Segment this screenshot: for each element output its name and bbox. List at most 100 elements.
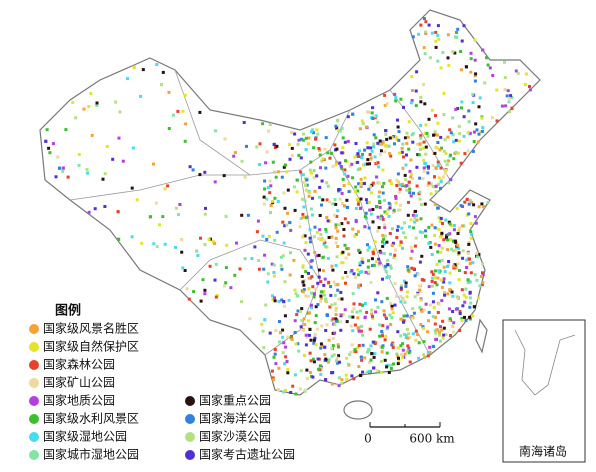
site-dot bbox=[273, 238, 277, 242]
site-dot bbox=[242, 121, 246, 124]
site-dot bbox=[292, 258, 296, 262]
site-dot bbox=[331, 337, 335, 340]
site-dot bbox=[424, 234, 428, 238]
site-dot bbox=[279, 331, 282, 335]
site-dot bbox=[414, 209, 418, 213]
site-dot bbox=[267, 129, 271, 133]
site-dot bbox=[442, 91, 446, 95]
site-dot bbox=[424, 302, 428, 306]
site-dot bbox=[508, 110, 512, 114]
site-dot bbox=[354, 220, 358, 224]
site-dot bbox=[396, 346, 400, 350]
site-dot bbox=[437, 176, 441, 180]
site-dot bbox=[424, 145, 428, 149]
site-dot bbox=[121, 159, 125, 163]
site-dot bbox=[427, 165, 430, 169]
site-dot bbox=[322, 239, 326, 243]
site-dot bbox=[330, 354, 334, 358]
legend-swatch bbox=[29, 378, 39, 388]
site-dot bbox=[314, 305, 318, 309]
site-dot bbox=[495, 119, 499, 123]
site-dot bbox=[329, 151, 333, 155]
site-dot bbox=[385, 102, 389, 106]
site-dot bbox=[369, 344, 373, 348]
site-dot bbox=[437, 269, 441, 273]
site-dot bbox=[366, 110, 369, 114]
site-dot bbox=[132, 65, 136, 69]
site-dot bbox=[439, 219, 443, 222]
site-dot bbox=[334, 306, 338, 310]
site-dot bbox=[340, 202, 344, 205]
site-dot bbox=[311, 196, 314, 200]
site-dot bbox=[387, 201, 391, 205]
site-dot bbox=[309, 303, 313, 307]
site-dot bbox=[302, 283, 306, 287]
site-dot bbox=[304, 184, 308, 187]
site-dot bbox=[367, 245, 371, 249]
site-dot bbox=[399, 286, 403, 290]
site-dot bbox=[419, 134, 423, 138]
site-dot bbox=[187, 297, 191, 301]
site-dot bbox=[436, 182, 440, 186]
site-dot bbox=[140, 241, 144, 245]
site-dot bbox=[439, 325, 442, 329]
site-dot bbox=[431, 272, 435, 276]
site-dot bbox=[283, 163, 287, 167]
site-dot bbox=[319, 296, 323, 300]
site-dot bbox=[469, 236, 473, 240]
site-dot bbox=[273, 352, 277, 356]
site-dot bbox=[465, 213, 469, 217]
site-dot bbox=[478, 284, 482, 288]
site-dot bbox=[117, 237, 121, 241]
site-dot bbox=[265, 238, 269, 241]
site-dot bbox=[161, 215, 165, 219]
site-dot bbox=[407, 184, 411, 188]
site-dot bbox=[370, 191, 373, 195]
site-dot bbox=[389, 182, 393, 185]
site-dot bbox=[422, 353, 426, 357]
site-dot bbox=[344, 159, 347, 163]
site-dot bbox=[344, 281, 347, 285]
site-dot bbox=[277, 340, 281, 344]
site-dot bbox=[467, 202, 471, 206]
site-dot bbox=[311, 357, 315, 361]
site-dot bbox=[334, 313, 338, 317]
site-dot bbox=[303, 248, 307, 252]
site-dot bbox=[399, 203, 402, 207]
site-dot bbox=[177, 213, 180, 217]
site-dot bbox=[324, 299, 328, 303]
site-dot bbox=[456, 151, 460, 155]
site-dot bbox=[452, 224, 456, 227]
site-dot bbox=[434, 114, 437, 118]
site-dot bbox=[403, 300, 407, 304]
site-dot bbox=[293, 132, 297, 136]
site-dot bbox=[270, 199, 274, 203]
site-dot bbox=[500, 104, 504, 108]
site-dot bbox=[276, 170, 280, 174]
site-dot bbox=[267, 234, 271, 238]
site-dot bbox=[408, 169, 412, 173]
site-dot bbox=[414, 214, 418, 218]
site-dot bbox=[214, 129, 218, 133]
site-dot bbox=[359, 283, 362, 287]
site-dot bbox=[363, 148, 367, 152]
site-dot bbox=[394, 196, 398, 200]
site-dot bbox=[383, 103, 387, 107]
site-dot bbox=[461, 304, 465, 308]
site-dot bbox=[396, 330, 400, 334]
site-dot bbox=[383, 242, 386, 246]
site-dot bbox=[222, 174, 226, 178]
site-dot bbox=[373, 155, 377, 159]
site-dot bbox=[382, 237, 386, 241]
site-dot bbox=[306, 252, 310, 256]
site-dot bbox=[273, 170, 277, 174]
site-dot bbox=[326, 314, 329, 317]
site-dot bbox=[398, 208, 402, 212]
site-dot bbox=[503, 76, 507, 80]
site-dot bbox=[432, 345, 436, 349]
site-dot bbox=[307, 319, 311, 323]
site-dot bbox=[336, 128, 340, 132]
site-dot bbox=[103, 205, 107, 208]
site-dot bbox=[393, 253, 397, 257]
site-dot bbox=[473, 79, 477, 83]
